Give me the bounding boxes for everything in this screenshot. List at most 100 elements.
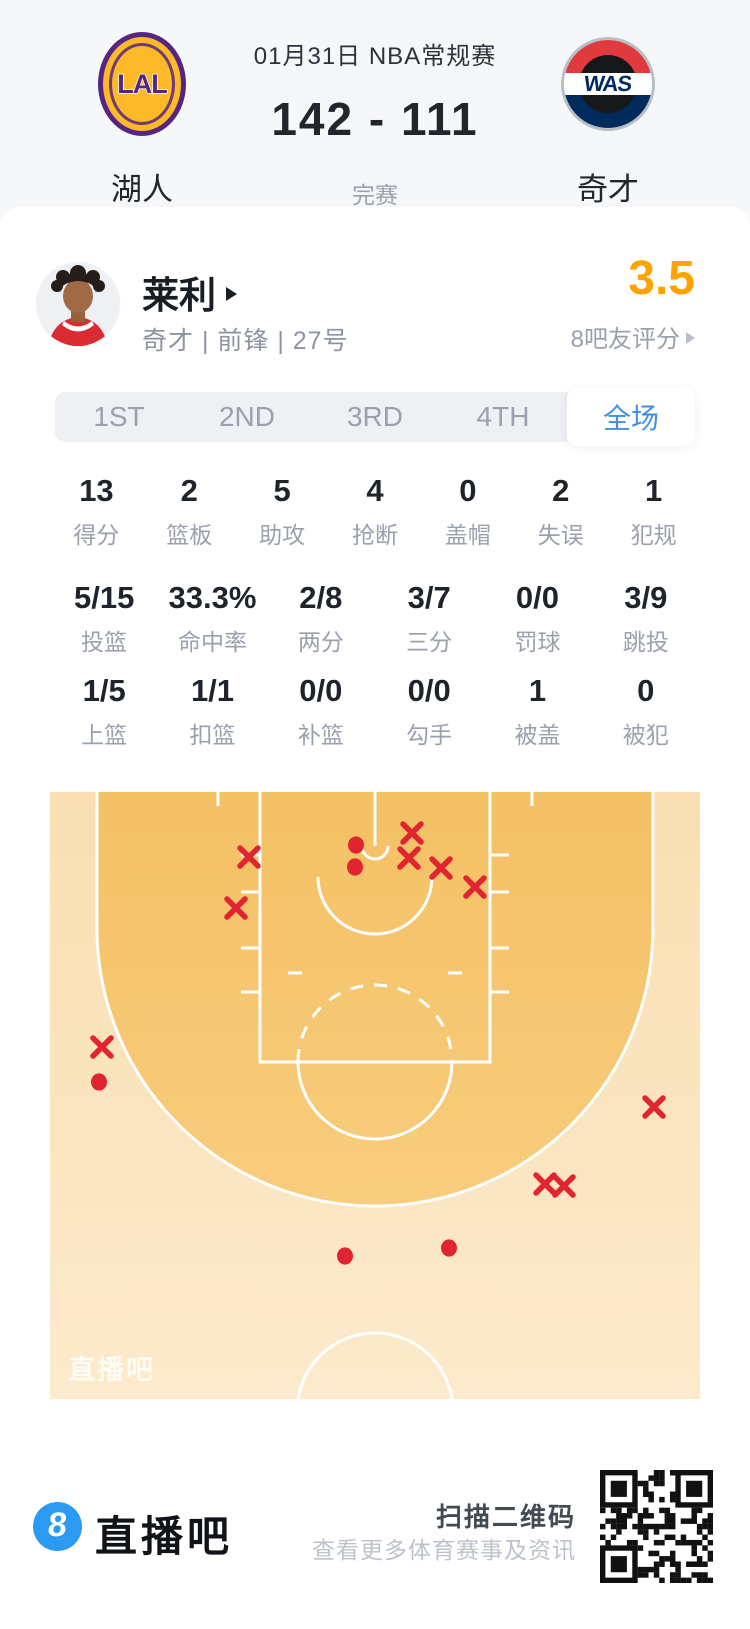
missed-shot-x-icon — [397, 846, 421, 870]
stat-col: 2/8 两分 — [267, 580, 375, 657]
match-date-title: 01月31日 NBA常规赛 — [253, 43, 497, 70]
stat-value: 2 — [180, 473, 198, 508]
stats-row-inside: 1/5 上篮 1/1 扣篮 0/0 补篮 0/0 勾手 1 被盖 0 被犯 — [50, 673, 700, 750]
tab-full-game[interactable]: 全场 — [567, 388, 695, 446]
stat-label: 犯规 — [630, 522, 677, 548]
player-rating-link[interactable]: 8吧友评分 — [571, 319, 695, 354]
stat-col: 33.3% 命中率 — [158, 580, 266, 657]
tab-1st[interactable]: 1ST — [93, 401, 145, 432]
missed-shot-x-icon — [237, 845, 261, 869]
made-shot-dot-icon — [91, 1073, 107, 1091]
qr-code — [600, 1470, 714, 1584]
shot-chart-svg — [50, 792, 700, 1399]
stat-value: 1 — [528, 673, 547, 708]
wizards-logo-icon: WAS — [561, 37, 655, 131]
away-team-logo[interactable]: WAS — [560, 34, 656, 134]
stat-label: 被犯 — [622, 722, 669, 748]
stat-col: 5 助攻 — [236, 473, 329, 550]
player-avatar-image — [36, 262, 120, 346]
stat-value: 1 — [644, 473, 663, 508]
zhibo8-brand: 直播吧 — [95, 1513, 234, 1560]
quarter-tab-bar: 1ST 2ND 3RD 4TH 全场 — [55, 388, 695, 446]
stat-label: 扣篮 — [189, 722, 236, 748]
missed-shot-x-icon — [90, 1035, 114, 1059]
stat-value: 3/9 — [624, 580, 668, 615]
player-detail-arrow-icon — [226, 286, 237, 301]
shot-chart: 直播吧 — [50, 792, 700, 1399]
stat-value: 0 — [637, 673, 655, 708]
stat-col: 3/9 跳投 — [592, 580, 700, 657]
stat-label: 盖帽 — [444, 522, 491, 548]
stats-row-basic: 13 得分 2 篮板 5 助攻 4 抢断 0 盖帽 2 失误 1 犯规 — [50, 473, 700, 550]
missed-shot-x-icon — [642, 1095, 666, 1119]
stats-row-shooting: 5/15 投篮 33.3% 命中率 2/8 两分 3/7 三分 0/0 罚球 3/9 跳投 — [50, 580, 700, 657]
missed-shot-x-icon — [224, 896, 248, 920]
player-rating: 3.5 — [628, 252, 695, 305]
stat-value: 2 — [552, 473, 570, 508]
stat-label: 抢断 — [352, 522, 398, 548]
stat-label: 被盖 — [514, 722, 561, 748]
stat-value: 5 — [273, 473, 291, 508]
stat-label: 两分 — [297, 629, 344, 655]
stat-label: 助攻 — [259, 522, 306, 548]
lakers-logo-icon: LAL — [98, 32, 186, 136]
stat-col: 5/15 投篮 — [50, 580, 158, 657]
missed-shot-x-icon — [533, 1172, 557, 1196]
stat-value: 1/5 — [82, 673, 126, 708]
made-shot-dot-icon — [347, 858, 363, 876]
player-avatar[interactable] — [36, 262, 120, 346]
zhibo8-logo-icon: 8 — [33, 1502, 82, 1551]
stat-label: 上篮 — [81, 722, 128, 748]
stat-value: 1/1 — [190, 673, 235, 708]
player-meta: 奇才 | 前锋 | 27号 — [142, 327, 349, 355]
stat-label: 补篮 — [297, 722, 344, 748]
match-status: 完赛 — [352, 182, 398, 208]
tab-2nd[interactable]: 2ND — [218, 401, 275, 432]
home-team-logo[interactable]: LAL — [94, 32, 190, 136]
stat-col: 0 盖帽 — [421, 473, 514, 550]
stat-col: 2 篮板 — [143, 473, 236, 550]
stat-label: 跳投 — [622, 629, 669, 655]
stat-col: 0/0 补篮 — [267, 673, 375, 750]
stat-label: 得分 — [73, 522, 120, 548]
made-shot-dot-icon — [337, 1247, 353, 1265]
stat-label: 三分 — [406, 629, 453, 655]
missed-shot-x-icon — [552, 1174, 576, 1198]
shot-marks — [90, 821, 666, 1265]
stat-col: 2 失误 — [514, 473, 607, 550]
qr-scan-subtitle: 查看更多体育赛事及资讯 — [312, 1537, 576, 1563]
stat-col: 1 被盖 — [483, 673, 591, 750]
tab-3rd[interactable]: 3RD — [346, 401, 403, 432]
stat-value: 0/0 — [299, 673, 343, 708]
stat-label: 投篮 — [81, 629, 128, 655]
stat-col: 4 抢断 — [329, 473, 422, 550]
stat-value: 3/7 — [407, 580, 451, 615]
court-lines — [95, 792, 655, 1399]
made-shot-dot-icon — [441, 1239, 457, 1257]
stat-col: 13 得分 — [50, 473, 143, 550]
player-name-row[interactable]: 莱利 — [142, 265, 237, 319]
stat-label: 失误 — [537, 522, 584, 548]
missed-shot-x-icon — [463, 875, 487, 899]
stat-col: 3/7 三分 — [375, 580, 483, 657]
stat-col: 0 被犯 — [592, 673, 700, 750]
missed-shot-x-icon — [429, 856, 453, 880]
lakers-logo-abbr: LAL — [116, 68, 168, 100]
stat-label: 罚球 — [514, 629, 561, 655]
qr-scan-title: 扫描二维码 — [435, 1502, 576, 1532]
missed-shot-x-icon — [400, 821, 424, 845]
stat-value: 5/15 — [73, 580, 135, 615]
stat-value: 0/0 — [515, 580, 560, 615]
stat-value: 33.3% — [168, 580, 257, 615]
away-team-name: 奇才 — [577, 172, 639, 207]
stat-value: 0/0 — [407, 673, 451, 708]
home-team-name: 湖人 — [111, 172, 173, 207]
stat-col: 1 犯规 — [607, 473, 700, 550]
wizards-logo-abbr: WAS — [583, 71, 633, 96]
stat-label: 命中率 — [177, 629, 247, 655]
stat-label: 篮板 — [166, 522, 213, 548]
player-stats-card: 莱利 奇才 | 前锋 | 27号 3.5 8吧友评分 1ST 2ND 3RD 4TH 全… — [0, 207, 750, 1629]
tab-4th[interactable]: 4TH — [476, 401, 530, 432]
court-watermark: 直播吧 — [68, 1355, 155, 1385]
stat-value: 2/8 — [299, 580, 343, 615]
